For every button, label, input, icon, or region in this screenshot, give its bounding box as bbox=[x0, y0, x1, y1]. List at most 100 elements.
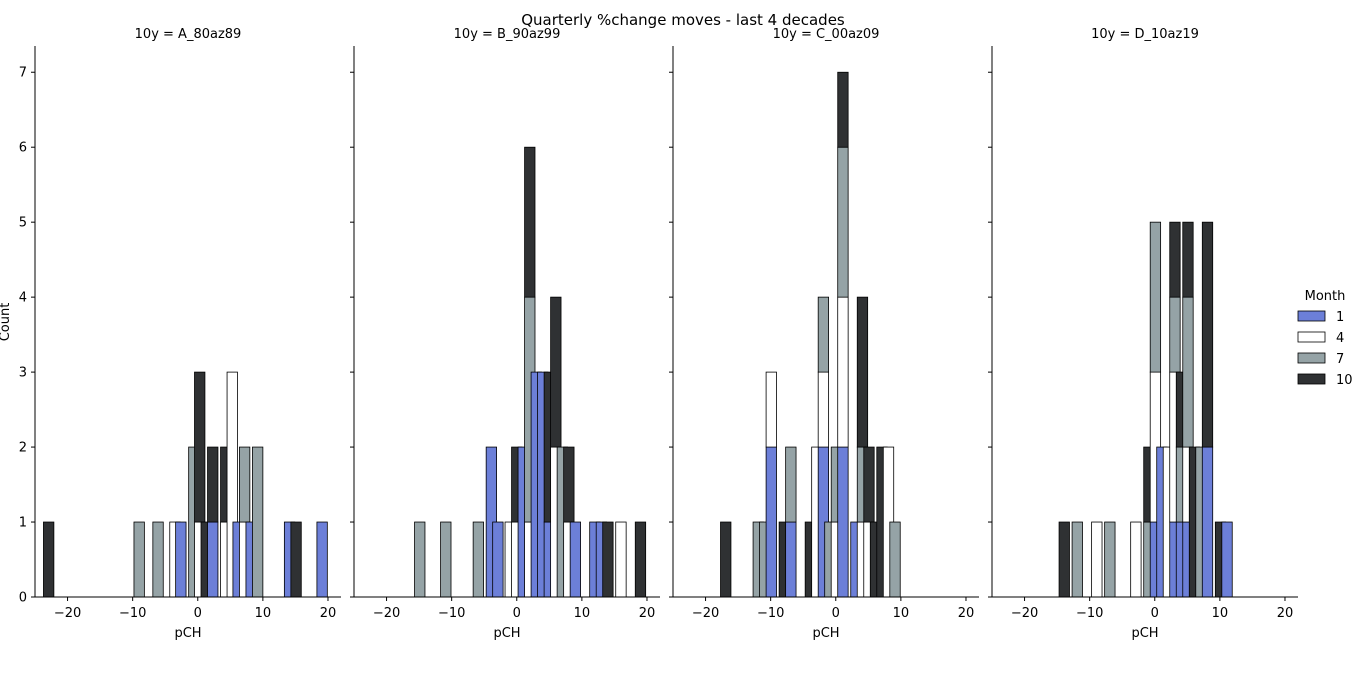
y-tick-label: 2 bbox=[19, 441, 27, 456]
x-tick-label: 10 bbox=[893, 606, 910, 621]
y-tick-label: 6 bbox=[19, 141, 27, 156]
histogram-bar bbox=[239, 446, 251, 523]
histogram-bar bbox=[1091, 521, 1103, 598]
legend-title: Month bbox=[1305, 289, 1346, 304]
histogram-bar bbox=[1130, 521, 1142, 598]
legend-swatch bbox=[1297, 352, 1326, 364]
x-tick-label: 20 bbox=[1277, 606, 1294, 621]
histogram-bar bbox=[634, 521, 647, 598]
x-tick-label: 20 bbox=[320, 606, 337, 621]
histogram-bar bbox=[1182, 296, 1194, 448]
x-axis-label: pCH bbox=[493, 626, 520, 641]
legend-swatch bbox=[1297, 310, 1326, 322]
x-tick-label: 20 bbox=[639, 606, 656, 621]
x-tick-label: 10 bbox=[574, 606, 591, 621]
histogram-bar bbox=[765, 446, 777, 598]
histogram-bar bbox=[1058, 521, 1070, 598]
histogram-bar bbox=[602, 521, 614, 598]
legend-label: 10 bbox=[1336, 373, 1353, 388]
histogram-bar bbox=[837, 146, 849, 298]
histogram-bar bbox=[550, 296, 562, 448]
x-tick-label: −20 bbox=[54, 606, 81, 621]
histogram-bar bbox=[837, 446, 849, 598]
histogram-bar bbox=[207, 446, 219, 523]
legend: Month 1 4 7 10 bbox=[1297, 289, 1353, 388]
legend-swatch bbox=[1297, 373, 1326, 385]
x-tick-label: 0 bbox=[1151, 606, 1159, 621]
legend-label: 7 bbox=[1336, 352, 1344, 367]
y-axis-label: Count bbox=[0, 303, 13, 342]
histogram-bar bbox=[785, 521, 797, 598]
y-tick-label: 4 bbox=[19, 291, 27, 306]
histogram-bar bbox=[856, 296, 869, 448]
facet-panel: 10y = B_90az99 −20 −10 0 10 20 pCH bbox=[350, 27, 660, 641]
x-axis-label: pCH bbox=[812, 626, 839, 641]
histogram-bar bbox=[615, 521, 627, 598]
x-axis-label: pCH bbox=[1131, 626, 1158, 641]
histogram-bar bbox=[440, 521, 452, 598]
histogram-bar bbox=[1149, 221, 1162, 373]
x-tick-label: −20 bbox=[692, 606, 719, 621]
panel-title: 10y = C_00az09 bbox=[773, 27, 880, 42]
x-tick-label: 10 bbox=[255, 606, 272, 621]
legend-label: 1 bbox=[1336, 310, 1344, 325]
histogram-bar bbox=[290, 521, 302, 598]
x-tick-label: 20 bbox=[958, 606, 975, 621]
histogram-bar bbox=[1201, 446, 1214, 598]
x-tick-label: −20 bbox=[1011, 606, 1038, 621]
chart-title: Quarterly %change moves - last 4 decades bbox=[521, 11, 845, 29]
histogram-bar bbox=[252, 446, 264, 598]
histogram-bar bbox=[1071, 521, 1083, 598]
histogram-bar bbox=[1201, 221, 1214, 448]
x-tick-label: 10 bbox=[1212, 606, 1229, 621]
histogram-bar bbox=[817, 296, 830, 373]
histogram-bar bbox=[720, 521, 732, 598]
histogram-bar bbox=[133, 521, 145, 598]
y-tick-label: 1 bbox=[19, 516, 27, 531]
histogram-bar bbox=[837, 296, 849, 448]
histogram-bar bbox=[1182, 221, 1194, 298]
facet-panel: 10y = A_80az89 0 1 2 3 4 5 6 7 −20 −10 0 10 20 pCH bbox=[19, 27, 341, 641]
x-tick-label: −10 bbox=[757, 606, 784, 621]
x-tick-label: 0 bbox=[513, 606, 521, 621]
histogram-bar bbox=[414, 521, 426, 598]
x-tick-label: −20 bbox=[373, 606, 400, 621]
histogram-bar bbox=[1221, 521, 1233, 598]
histogram-bar bbox=[1169, 296, 1181, 373]
y-tick-label: 7 bbox=[19, 66, 27, 81]
histogram-bar bbox=[492, 521, 504, 598]
y-tick-label: 0 bbox=[19, 591, 27, 606]
histogram-bar bbox=[563, 446, 575, 523]
histogram-bar bbox=[207, 521, 219, 598]
x-tick-label: 0 bbox=[832, 606, 840, 621]
x-tick-label: −10 bbox=[1076, 606, 1103, 621]
histogram-bar bbox=[175, 521, 187, 598]
histogram-bar bbox=[765, 371, 777, 448]
histogram-bar bbox=[569, 521, 581, 598]
histogram-bar bbox=[1104, 521, 1116, 598]
y-tick-label: 5 bbox=[19, 216, 27, 231]
legend-swatch bbox=[1297, 331, 1326, 343]
histogram-bar bbox=[524, 146, 536, 298]
histogram-bar bbox=[863, 446, 875, 523]
histogram-bar bbox=[817, 371, 830, 448]
panel-title: 10y = A_80az89 bbox=[135, 27, 242, 42]
x-axis-label: pCH bbox=[174, 626, 201, 641]
facet-panel: 10y = D_10az19 −20 −10 0 10 20 pCH bbox=[988, 27, 1298, 641]
histogram-bar bbox=[316, 521, 328, 598]
histogram-bar bbox=[194, 371, 206, 523]
legend-label: 4 bbox=[1336, 331, 1344, 346]
histogram-bar bbox=[889, 521, 901, 598]
y-tick-label: 3 bbox=[19, 366, 27, 381]
histogram-bar bbox=[785, 446, 797, 523]
histogram-bar bbox=[837, 71, 849, 148]
histogram-bar bbox=[152, 521, 164, 598]
x-tick-label: −10 bbox=[438, 606, 465, 621]
panel-title: 10y = D_10az19 bbox=[1091, 27, 1199, 42]
histogram-bar bbox=[43, 521, 55, 598]
x-tick-label: −10 bbox=[119, 606, 146, 621]
histogram-bar bbox=[472, 521, 484, 598]
panel-title: 10y = B_90az99 bbox=[454, 27, 561, 42]
